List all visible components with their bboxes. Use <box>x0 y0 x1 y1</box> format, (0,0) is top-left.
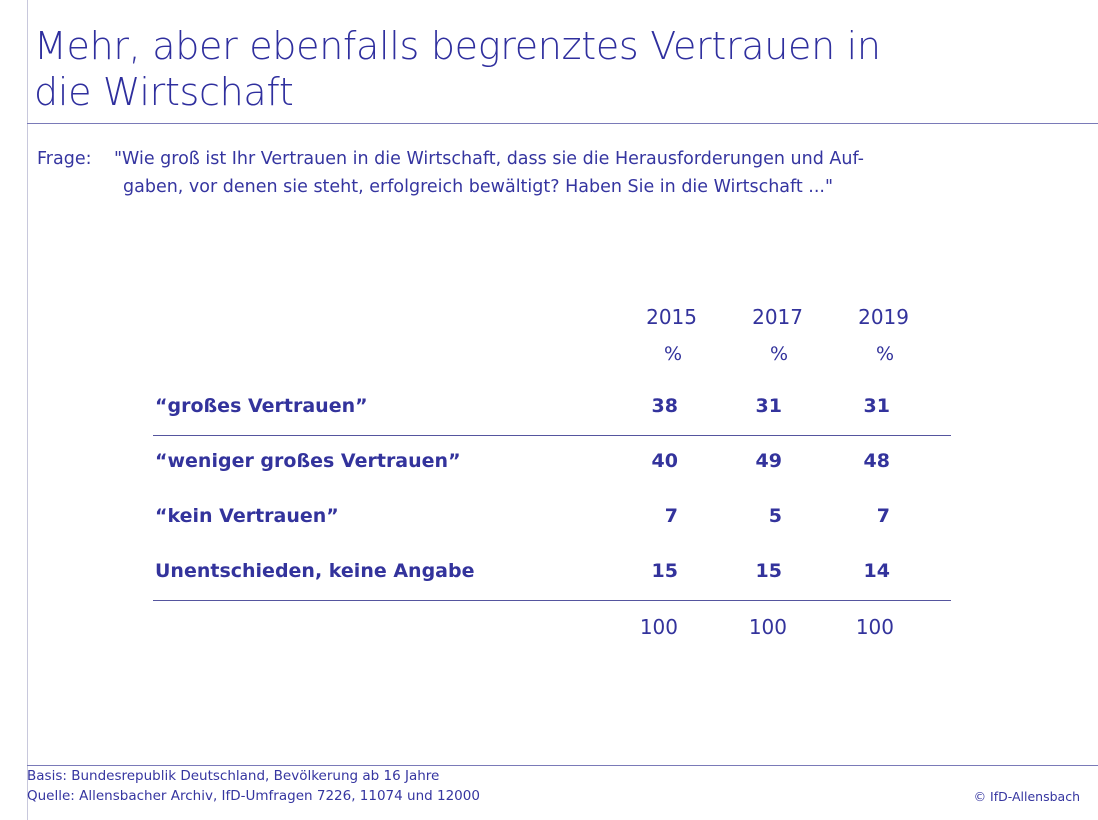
year-header: 2017 <box>752 305 803 329</box>
cell-value: 40 <box>651 450 678 472</box>
unit-header: % <box>875 343 894 365</box>
cell-value: 38 <box>651 395 678 417</box>
cell-value: 7 <box>664 505 678 527</box>
row-label: “kein Vertrauen” <box>155 505 339 527</box>
left-border <box>27 0 28 820</box>
question-line: gaben, vor denen sie steht, erfolgreich … <box>123 177 834 197</box>
total-value: 100 <box>855 615 894 639</box>
unit-header: % <box>769 343 788 365</box>
row-label: “weniger großes Vertrauen” <box>155 450 461 472</box>
question-line: "Wie groß ist Ihr Vertrauen in die Wirts… <box>114 149 864 169</box>
row-rule <box>153 600 951 601</box>
question-label: Frage: <box>37 149 92 169</box>
title-line: Mehr, aber ebenfalls begrenztes Vertraue… <box>34 24 881 68</box>
title-rule <box>27 123 1098 124</box>
cell-value: 15 <box>755 560 782 582</box>
footer-line: Quelle: Allensbacher Archiv, IfD-Umfrage… <box>27 788 480 804</box>
cell-value: 15 <box>651 560 678 582</box>
total-value: 100 <box>748 615 787 639</box>
unit-header: % <box>663 343 682 365</box>
cell-value: 5 <box>768 505 782 527</box>
cell-value: 14 <box>863 560 890 582</box>
year-header: 2019 <box>858 305 909 329</box>
total-value: 100 <box>639 615 678 639</box>
copyright: © IfD-Allensbach <box>973 789 1080 804</box>
cell-value: 31 <box>755 395 782 417</box>
row-label: “großes Vertrauen” <box>155 395 368 417</box>
cell-value: 31 <box>863 395 890 417</box>
row-label: Unentschieden, keine Angabe <box>155 560 475 582</box>
title-line: die Wirtschaft <box>34 70 294 114</box>
row-rule <box>153 435 951 436</box>
cell-value: 49 <box>755 450 782 472</box>
footer-rule <box>27 765 1098 766</box>
cell-value: 48 <box>863 450 890 472</box>
year-header: 2015 <box>646 305 697 329</box>
footer-line: Basis: Bundesrepublik Deutschland, Bevöl… <box>27 768 440 784</box>
cell-value: 7 <box>876 505 890 527</box>
